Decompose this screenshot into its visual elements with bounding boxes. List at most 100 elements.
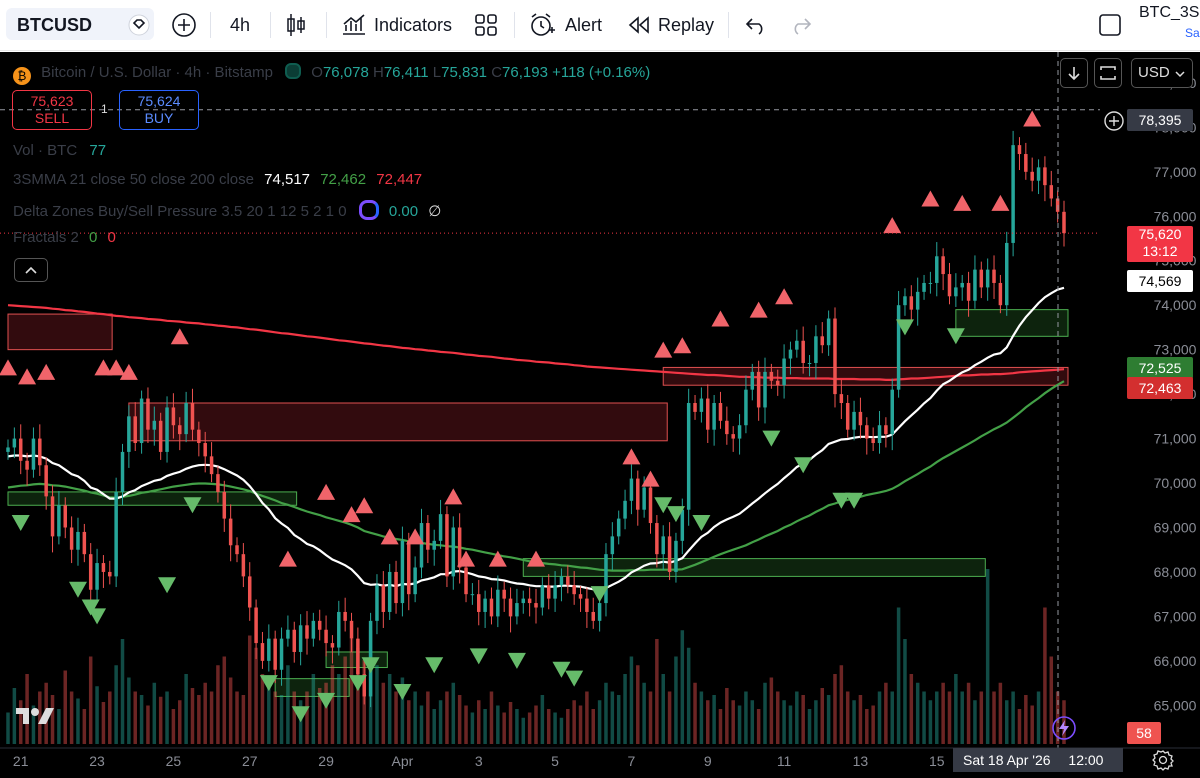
candle-body: [413, 567, 417, 595]
fractal-down-marker: [317, 692, 336, 709]
candle-body: [133, 416, 137, 444]
candle-body: [1049, 185, 1054, 199]
price-axis-tick: 67,000: [1154, 608, 1197, 624]
price-axis-tick: 65,000: [1154, 697, 1197, 713]
volume-bar: [407, 700, 411, 744]
volume-bar: [438, 700, 443, 744]
volume-bar: [222, 656, 227, 744]
replay-button[interactable]: Replay: [658, 14, 715, 35]
volume-bar: [394, 691, 398, 744]
candle-body: [6, 447, 10, 452]
compare-add-icon[interactable]: [171, 0, 197, 50]
volume-bar: [101, 702, 106, 744]
replay-icon[interactable]: [627, 0, 651, 50]
sell-button[interactable]: 75,623 SELL: [12, 90, 92, 130]
volume-bar: [127, 677, 131, 744]
fractal-up-marker: [749, 301, 768, 318]
candle-body: [909, 296, 914, 310]
fractal-down-marker: [845, 492, 864, 509]
delta-zones-legend: Delta Zones Buy/Sell Pressure 3.5 20 1 1…: [13, 200, 441, 220]
volume-bar: [31, 705, 36, 744]
candle-body: [343, 611, 347, 621]
volume-bar: [954, 674, 958, 744]
volume-bar: [216, 665, 220, 744]
volume-bar: [667, 691, 672, 744]
candle-body: [362, 674, 366, 697]
candle-body: [330, 643, 335, 648]
volume-bar: [508, 702, 513, 744]
currency-select[interactable]: USD: [1131, 58, 1193, 88]
volume-legend-value: 77: [89, 142, 107, 159]
alert-button[interactable]: Alert: [565, 14, 603, 35]
volume-bar: [801, 695, 805, 744]
price-axis-tick: 68,000: [1154, 564, 1197, 580]
volume-bar: [871, 705, 875, 744]
lightning-icon[interactable]: [1050, 714, 1078, 747]
fractal-down-marker: [348, 675, 367, 692]
candle-body: [445, 514, 449, 577]
alert-clock-icon[interactable]: [529, 0, 555, 50]
volume-bar: [241, 695, 246, 744]
candles-icon[interactable]: [285, 0, 307, 50]
fractal-up-marker: [654, 341, 673, 358]
volume-bar: [108, 691, 112, 744]
redo-icon[interactable]: [790, 0, 812, 50]
volume-bar: [699, 691, 704, 744]
volume-bar: [69, 691, 74, 744]
symbol-label[interactable]: BTCUSD: [17, 14, 92, 35]
volume-bar: [311, 674, 316, 744]
indicators-button[interactable]: Indicators: [374, 14, 453, 35]
fullscreen-checkbox-icon[interactable]: [1098, 0, 1122, 50]
watchlist-sub: Sa: [1185, 26, 1200, 40]
volume-bar: [756, 709, 761, 744]
crosshair-add-icon[interactable]: [1103, 110, 1125, 137]
candle-body: [915, 291, 920, 310]
candle-body: [127, 416, 131, 452]
candle-body: [381, 585, 386, 612]
symbol-options-icon[interactable]: [128, 0, 150, 50]
candle-body: [317, 620, 322, 630]
candle-body: [744, 389, 748, 426]
volume-bar: [661, 674, 665, 744]
indicators-icon[interactable]: [341, 0, 367, 50]
time-axis-tick: 3: [475, 753, 483, 769]
volume-bar: [228, 677, 233, 744]
scroll-down-button[interactable]: [1060, 58, 1088, 88]
volume-bar: [88, 656, 93, 744]
smma200-legend-value: 72,447: [376, 171, 423, 188]
undo-icon[interactable]: [745, 0, 767, 50]
layouts-icon[interactable]: [474, 0, 498, 50]
price-chart[interactable]: 65,000 66,000 67,000 68,000 69,000 70,000 71,0…: [0, 52, 1200, 778]
volume-bar: [273, 691, 277, 744]
fractal-up-marker: [641, 470, 660, 487]
candle-body: [184, 403, 188, 435]
volume-bar: [629, 656, 634, 744]
volume-bar: [534, 705, 538, 744]
collapse-legend-button[interactable]: [14, 258, 48, 282]
chart-area[interactable]: 65,000 66,000 67,000 68,000 69,000 70,000 71,0…: [0, 52, 1200, 778]
candle-body: [566, 576, 570, 586]
chart-settings-gear-icon[interactable]: [1152, 749, 1174, 776]
close-label: C: [491, 64, 503, 81]
watchlist-symbol[interactable]: BTC_3S: [1139, 4, 1200, 21]
candle-body: [496, 589, 500, 617]
volume-bar: [190, 688, 195, 744]
auto-scale-button[interactable]: [1094, 58, 1122, 88]
candle-body: [820, 336, 825, 346]
candle-body: [464, 567, 468, 595]
volume-bar: [38, 691, 42, 744]
candle-body: [756, 371, 761, 408]
candle-body: [935, 256, 939, 283]
buy-button[interactable]: 75,624 BUY: [119, 90, 199, 130]
candle-body: [985, 269, 990, 288]
fractal-up-marker: [488, 550, 507, 567]
candle-body: [845, 403, 850, 430]
candle-body: [852, 411, 856, 430]
volume-bar: [852, 700, 856, 744]
candle-body: [973, 269, 977, 301]
interval-button[interactable]: 4h: [230, 14, 251, 35]
volume-bar: [457, 695, 462, 744]
candle-body: [139, 398, 144, 444]
candle-body: [273, 638, 277, 670]
volume-bar: [413, 691, 417, 744]
